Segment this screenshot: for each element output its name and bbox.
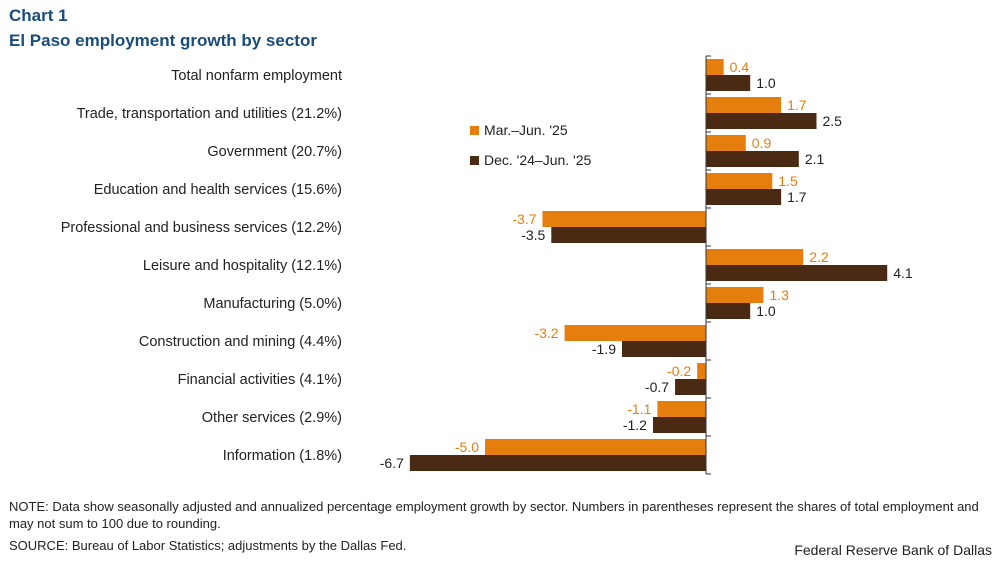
chart-note: NOTE: Data show seasonally adjusted and … [9, 499, 979, 531]
data-label: 0.9 [752, 135, 772, 151]
bar [706, 59, 724, 75]
legend-swatch [470, 156, 479, 165]
bar [706, 189, 782, 205]
category-label: Financial activities (4.1%) [178, 372, 342, 388]
data-label: -0.2 [667, 363, 691, 379]
bar [706, 249, 804, 265]
chart-source: SOURCE: Bureau of Labor Statistics; adju… [9, 538, 407, 553]
bar [706, 287, 764, 303]
legend-label: Dec. '24–Jun. '25 [484, 152, 592, 168]
data-label: 2.5 [823, 113, 843, 129]
bar-chart: Total nonfarm employment 0.4 1.0 Trade, tra… [61, 55, 913, 475]
bar [657, 401, 706, 417]
data-label: -6.7 [380, 455, 404, 471]
chart-number: Chart 1 [9, 6, 68, 25]
category-label: Trade, transportation and utilities (21.… [77, 106, 342, 122]
bar [706, 151, 799, 167]
category-label: Education and health services (15.6%) [94, 182, 342, 198]
bar [706, 135, 746, 151]
category-label: Construction and mining (4.4%) [139, 334, 342, 350]
data-label: 1.5 [778, 173, 798, 189]
category-label: Professional and business services (12.2… [61, 220, 342, 236]
bar [706, 265, 888, 281]
legend-label: Mar.–Jun. '25 [484, 122, 568, 138]
bar [706, 303, 751, 319]
bar [652, 417, 706, 433]
legend-swatch [470, 126, 479, 135]
bar [697, 363, 706, 379]
bar [706, 113, 817, 129]
data-label: -0.7 [645, 379, 669, 395]
data-label: 2.2 [809, 249, 829, 265]
category-label: Leisure and hospitality (12.1%) [143, 258, 342, 274]
credit-line: Federal Reserve Bank of Dallas [794, 542, 992, 558]
category-label: Total nonfarm employment [171, 68, 342, 84]
bar [551, 227, 706, 243]
data-label: 1.0 [756, 75, 776, 91]
data-label: -3.7 [512, 211, 536, 227]
data-label: -1.9 [592, 341, 616, 357]
data-label: 1.7 [787, 97, 807, 113]
data-label: 1.7 [787, 189, 807, 205]
data-label: -3.2 [534, 325, 558, 341]
bar [485, 439, 706, 455]
bar [542, 211, 706, 227]
data-label: 0.4 [730, 59, 750, 75]
data-label: -3.5 [521, 227, 545, 243]
category-label: Government (20.7%) [207, 144, 342, 160]
data-label: -1.1 [627, 401, 651, 417]
bar [706, 173, 773, 189]
bar [564, 325, 706, 341]
bar [622, 341, 706, 357]
category-label: Other services (2.9%) [202, 410, 342, 426]
data-label: 1.3 [769, 287, 789, 303]
category-label: Information (1.8%) [223, 448, 342, 464]
bar [706, 75, 751, 91]
data-label: -1.2 [623, 417, 647, 433]
chart-title: El Paso employment growth by sector [9, 31, 317, 50]
category-label: Manufacturing (5.0%) [203, 296, 342, 312]
data-label: 2.1 [805, 151, 825, 167]
bar [675, 379, 706, 395]
data-label: 1.0 [756, 303, 776, 319]
data-label: 4.1 [893, 265, 913, 281]
bar [706, 97, 782, 113]
data-label: -5.0 [455, 439, 479, 455]
bar [409, 455, 706, 471]
